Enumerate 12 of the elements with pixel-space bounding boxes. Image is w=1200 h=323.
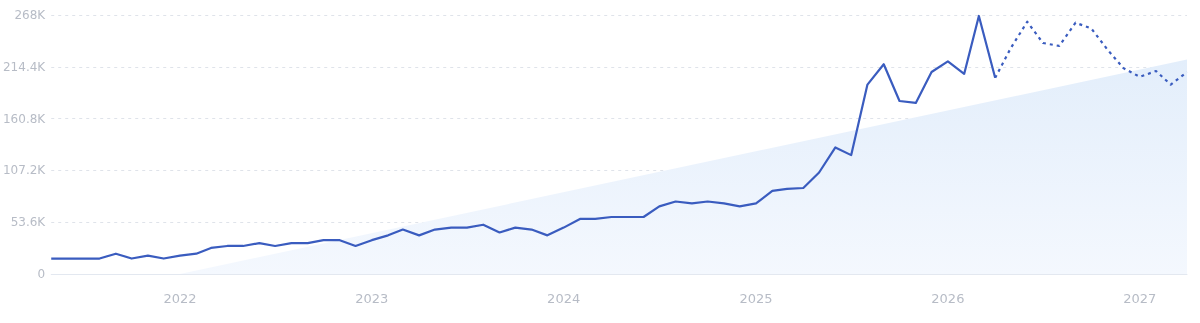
x-tick-label: 2023 — [355, 291, 389, 306]
y-tick-label: 268K — [14, 8, 47, 22]
x-tick-label: 2024 — [547, 291, 581, 306]
y-tick-label: 214.4K — [2, 59, 47, 74]
y-tick-label: 53.6K — [10, 215, 47, 230]
y-tick-label: 107.2K — [2, 163, 47, 178]
x-tick-label: 2022 — [163, 291, 197, 306]
x-tick-label: 2026 — [931, 291, 965, 306]
y-tick-label: 160.8K — [2, 111, 47, 126]
x-tick-label: 2025 — [739, 291, 773, 306]
y-tick-label: 0 — [37, 267, 46, 281]
x-tick-label: 2027 — [1123, 291, 1157, 306]
